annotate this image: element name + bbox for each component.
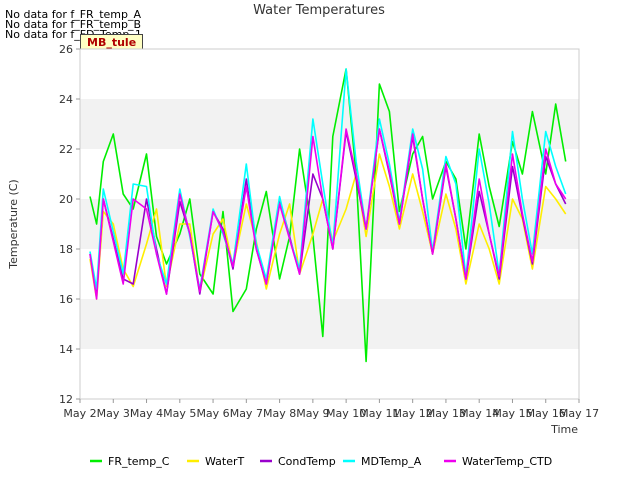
grid-band — [80, 349, 579, 399]
x-tick-label: May 16 — [526, 407, 566, 420]
y-tick-label: 24 — [59, 93, 73, 106]
x-tick-label: May 7 — [230, 407, 263, 420]
series-lines — [89, 68, 567, 363]
x-tick-label: May 9 — [296, 407, 329, 420]
y-tick-label: 22 — [59, 143, 73, 156]
x-tick-label: May 5 — [163, 407, 196, 420]
y-tick-label: 26 — [59, 43, 73, 56]
x-tick-label: May 14 — [459, 407, 499, 420]
x-tick-label: May 3 — [97, 407, 130, 420]
x-tick-label: May 6 — [196, 407, 229, 420]
series-line-watertemp-ctd — [89, 128, 567, 300]
y-tick-label: 16 — [59, 293, 73, 306]
x-tick-label: May 13 — [426, 407, 466, 420]
plot-area — [79, 48, 580, 400]
y-tick-label: 14 — [59, 343, 73, 356]
y-tick-label: 20 — [59, 193, 73, 206]
x-tick-label: May 12 — [393, 407, 433, 420]
y-axis-label: Temperature (C) — [7, 179, 20, 269]
grid-band — [80, 99, 579, 149]
grid-band — [80, 299, 579, 349]
legend-label: MDTemp_A — [361, 455, 422, 468]
legend-label: WaterTemp_CTD — [462, 455, 552, 468]
x-tick-label: May 17 — [559, 407, 599, 420]
site-badge: MB_tule — [80, 34, 144, 51]
no-data-message-1: No data for f_FR_temp_A — [5, 8, 141, 21]
y-axis-ticks: 12 14 16 18 20 22 24 26 — [59, 43, 80, 406]
x-tick-label: May 8 — [263, 407, 296, 420]
chart-title: Water Temperatures — [253, 3, 385, 18]
x-axis-ticks: May 2 May 3 May 4 May 5 May 6 May 7 May 8 May 9… — [63, 399, 599, 420]
legend-label: CondTemp — [278, 455, 336, 468]
x-tick-label: May 4 — [130, 407, 163, 420]
grid-band — [80, 49, 579, 99]
y-tick-label: 18 — [59, 243, 73, 256]
no-data-message-2: No data for f_FR_temp_B — [5, 18, 142, 31]
x-tick-label: May 10 — [326, 407, 366, 420]
x-tick-label: May 2 — [63, 407, 96, 420]
legend-label: WaterT — [205, 455, 245, 468]
legend-label: FR_temp_C — [108, 455, 170, 468]
y-tick-label: 12 — [59, 393, 73, 406]
x-axis-label: Time — [550, 423, 578, 436]
series-line-mdtemp-a — [89, 68, 567, 290]
series-line-fr-temp-c — [89, 68, 567, 363]
legend: FR_temp_C WaterT CondTemp MDTemp_A WaterTemp… — [90, 455, 552, 468]
x-tick-label: May 15 — [492, 407, 532, 420]
x-tick-label: May 11 — [359, 407, 399, 420]
grid-bands — [80, 49, 579, 399]
